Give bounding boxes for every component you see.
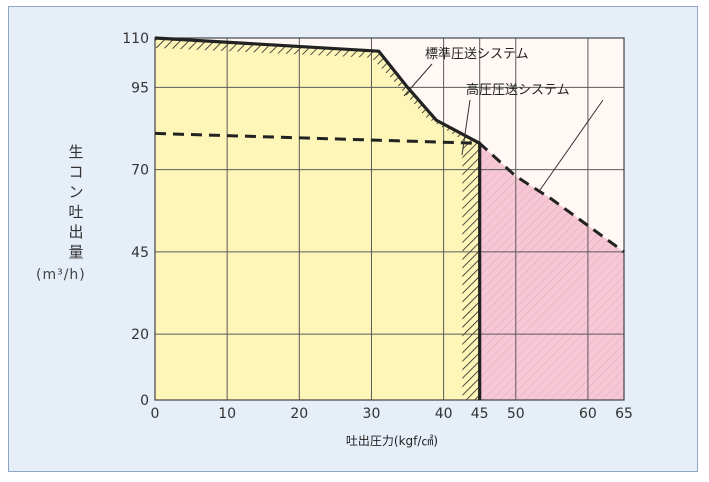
y-axis-label-char: 出 <box>68 223 84 241</box>
legend-standard-leader <box>403 63 433 97</box>
y-axis-label-char: ン <box>68 183 84 201</box>
x-tick-label: 60 <box>579 406 597 422</box>
x-tick-label: 65 <box>615 406 633 422</box>
x-tick-label: 30 <box>363 406 381 422</box>
y-tick-label: 20 <box>131 327 149 343</box>
y-tick-label: 0 <box>140 393 149 409</box>
legend-high-leader-1 <box>461 99 471 156</box>
standard-pressure-curve <box>154 36 482 400</box>
y-axis-label-char: コ <box>68 163 84 181</box>
x-tick-label: 10 <box>218 406 236 422</box>
y-tick-label: 95 <box>131 80 149 96</box>
x-tick-label: 20 <box>290 406 308 422</box>
legend-high-leader-2 <box>539 99 604 191</box>
y-axis-unit: (m³/h) <box>36 267 86 283</box>
y-axis-label-char: 量 <box>68 243 84 261</box>
standard-pressure-region <box>155 38 480 400</box>
y-axis-label-char: 生 <box>68 143 84 161</box>
y-tick-label: 70 <box>131 163 149 179</box>
legend-high-label: 高圧圧送システム <box>466 82 570 98</box>
plot-border <box>154 37 625 401</box>
x-tick-label: 50 <box>507 406 525 422</box>
y-axis-label-char: 吐 <box>68 203 84 221</box>
y-axis-label: 生コン吐出量 <box>66 142 86 262</box>
legend-standard-label: 標準圧送システム <box>425 46 529 62</box>
x-tick-label: 0 <box>151 406 160 422</box>
x-axis-label: 吐出圧力(kgf/㎠) <box>345 434 439 448</box>
y-tick-label: 45 <box>131 245 149 261</box>
x-tick-label: 40 <box>435 406 453 422</box>
x-tick-label: 45 <box>471 406 489 422</box>
y-tick-label: 110 <box>122 31 149 47</box>
high-pressure-curve <box>154 131 625 254</box>
